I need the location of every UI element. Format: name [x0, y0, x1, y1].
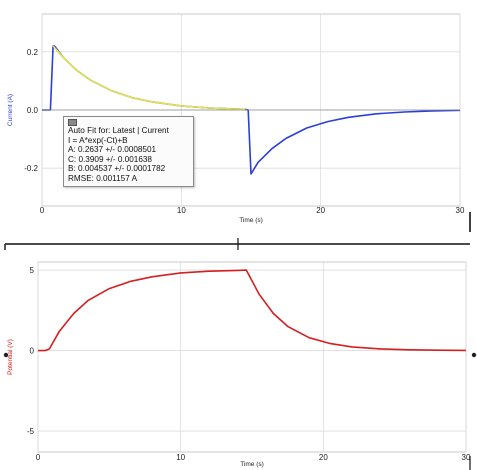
curve-fit-rmse: RMSE: 0.001157 A — [68, 173, 138, 183]
plot-area — [37, 261, 467, 453]
panel-resize-handles[interactable] — [3, 352, 477, 470]
x-tick-label: 30 — [456, 206, 465, 215]
y-axis-title: Current (A) — [7, 94, 14, 126]
y-tick-label: 5 — [30, 266, 35, 275]
curve-fit-header — [68, 119, 189, 126]
x-axis-title: Time (s) — [240, 461, 264, 468]
data-series-line — [38, 269, 467, 352]
curve-fit-box[interactable]: Auto Fit for: Latest | Current I = A*exp… — [63, 116, 194, 187]
y-tick-label: 0.0 — [27, 106, 39, 115]
potential-chart: 0 10 20 30 -5 0 5 Time (s) Potential (V) — [7, 261, 471, 468]
fit-curve-line — [52, 45, 246, 111]
curve-fit-param-a: A: 0.2637 +/- 0.0008501 — [68, 145, 157, 155]
x-tick-label: 10 — [177, 206, 186, 215]
left-handle[interactable] — [3, 352, 9, 358]
drag-handle-icon[interactable] — [68, 119, 77, 126]
x-tick-label: 0 — [40, 206, 45, 215]
y-tick-label: 0.2 — [27, 48, 39, 57]
x-axis-title: Time (s) — [239, 217, 263, 224]
y-tick-label: -0.2 — [24, 164, 38, 173]
y-axis-title: Potential (V) — [7, 339, 14, 375]
curve-fit-param-c: C: 0.3909 +/- 0.001638 — [68, 154, 152, 164]
y-tick-label: -5 — [27, 427, 35, 436]
x-tick-label: 20 — [316, 206, 325, 215]
x-tick-label: 10 — [176, 453, 185, 462]
right-handle[interactable] — [471, 352, 477, 358]
panel-divider — [4, 212, 471, 250]
curve-fit-equation: I = A*exp(-Ct)+B — [68, 135, 128, 145]
curve-fit-param-b: B: 0.004537 +/- 0.0001782 — [68, 164, 166, 174]
y-tick-label: 0 — [30, 347, 35, 356]
curve-fit-title: Auto Fit for: Latest | Current — [68, 126, 169, 135]
x-tick-label: 20 — [319, 453, 328, 462]
x-tick-label: 0 — [36, 453, 41, 462]
x-tick-label: 30 — [462, 453, 471, 462]
